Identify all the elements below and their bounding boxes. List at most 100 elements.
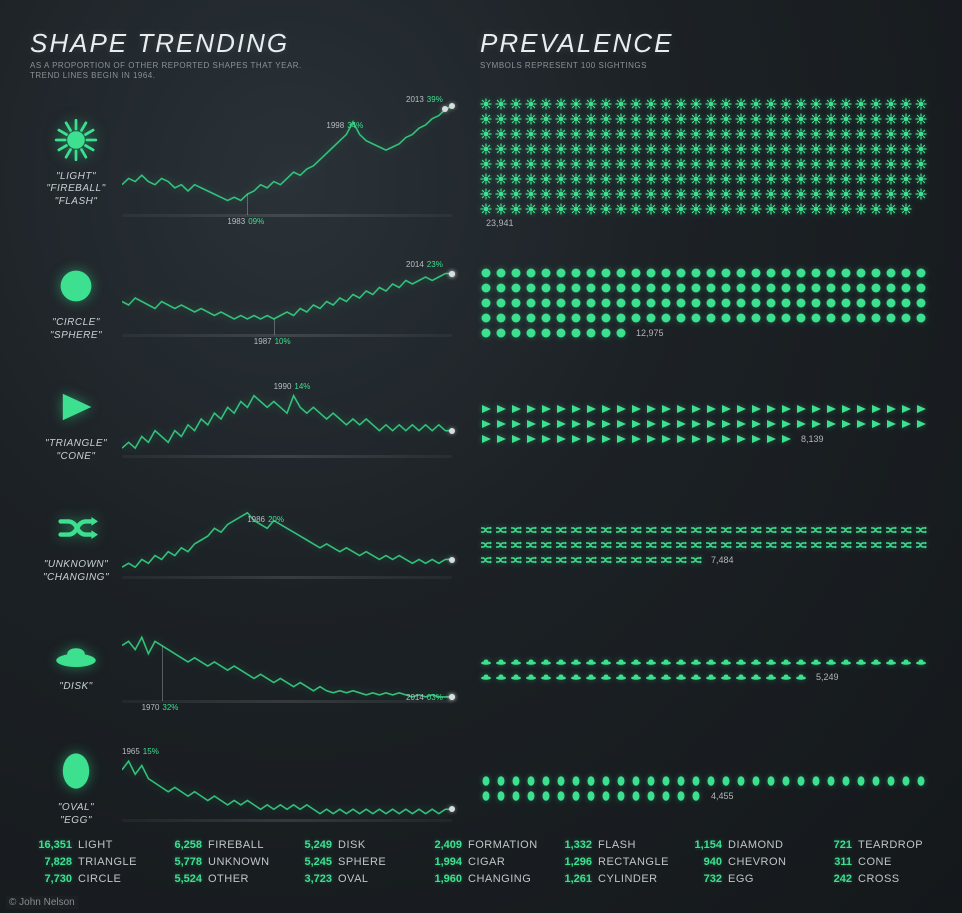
prevalence-grid: 23,941: [480, 98, 930, 228]
burst-symbol: [735, 203, 747, 215]
triangle-symbol: [750, 433, 762, 445]
triangle-symbol: [615, 403, 627, 415]
saucer-symbol: [540, 671, 552, 683]
saucer-icon: [54, 645, 98, 676]
circle-symbol: [540, 282, 552, 294]
shuffle-symbol: [840, 539, 852, 551]
burst-symbol: [600, 113, 612, 125]
burst-symbol: [810, 173, 822, 185]
circle-symbol: [735, 267, 747, 279]
oval-symbol: [675, 790, 687, 802]
triangle-symbol: [780, 433, 792, 445]
circle-symbol: [525, 327, 537, 339]
circle-symbol: [765, 312, 777, 324]
burst-symbol: [660, 113, 672, 125]
infographic-root: SHAPE TRENDING AS A PROPORTION OF OTHER …: [0, 0, 962, 858]
burst-symbol: [840, 128, 852, 140]
triangle-symbol: [525, 433, 537, 445]
burst-symbol: [780, 158, 792, 170]
shuffle-symbol: [600, 554, 612, 566]
triangle-symbol: [690, 403, 702, 415]
burst-symbol: [600, 188, 612, 200]
triangle-symbol: [600, 433, 612, 445]
burst-symbol: [750, 203, 762, 215]
saucer-symbol: [705, 656, 717, 668]
burst-symbol: [885, 173, 897, 185]
burst-symbol: [675, 98, 687, 110]
oval-symbol: [600, 790, 612, 802]
burst-symbol: [480, 143, 492, 155]
burst-symbol: [525, 188, 537, 200]
burst-symbol: [675, 143, 687, 155]
saucer-symbol: [885, 656, 897, 668]
burst-symbol: [675, 188, 687, 200]
stat-formation: 2,409FORMATION: [420, 839, 542, 851]
burst-symbol: [495, 158, 507, 170]
oval-symbol: [690, 790, 702, 802]
triangle-symbol: [645, 403, 657, 415]
saucer-symbol: [645, 656, 657, 668]
trend-endpoint-dot: [449, 428, 455, 434]
shuffle-symbol: [495, 524, 507, 536]
shuffle-symbol: [735, 524, 747, 536]
oval-symbol: [780, 775, 792, 787]
oval-symbol: [750, 775, 762, 787]
triangle-symbol: [540, 403, 552, 415]
burst-symbol: [720, 158, 732, 170]
shuffle-symbol: [720, 524, 732, 536]
stat-label: FORMATION: [468, 839, 538, 851]
unknown-trend-chart: 198620%: [122, 495, 452, 595]
shuffle-symbol: [645, 539, 657, 551]
shape-label: "SPHERE": [50, 330, 102, 343]
triangle-symbol: [570, 418, 582, 430]
annotation-year: 2014: [406, 260, 424, 269]
circle-symbol: [735, 312, 747, 324]
trend-endpoint-dot: [449, 694, 455, 700]
annotation-pct: 32%: [162, 703, 178, 712]
circle-symbol: [630, 267, 642, 279]
shuffle-symbol: [660, 554, 672, 566]
saucer-symbol: [765, 671, 777, 683]
saucer-symbol: [660, 671, 672, 683]
circle-symbol: [645, 282, 657, 294]
burst-symbol: [705, 113, 717, 125]
footer-stats: 16,351LIGHT7,828TRIANGLE7,730CIRCLE6,258…: [30, 839, 932, 885]
circle-symbol: [525, 297, 537, 309]
circle-symbol: [675, 312, 687, 324]
burst-symbol: [645, 143, 657, 155]
shape-label: "FLASH": [46, 196, 105, 209]
oval-symbol: [660, 775, 672, 787]
circle-symbol: [765, 297, 777, 309]
shuffle-symbol: [765, 524, 777, 536]
stat-fireball: 6,258FIREBALL: [160, 839, 282, 851]
prevalence-grid: 4,455: [480, 775, 930, 802]
chart-annotation: 201403%: [406, 693, 443, 702]
triangle-symbol: [585, 418, 597, 430]
triangle-symbol: [555, 403, 567, 415]
circle-symbol: [885, 282, 897, 294]
triangle-symbol: [795, 418, 807, 430]
burst-symbol: [690, 128, 702, 140]
circle-symbol: [495, 282, 507, 294]
shuffle-symbol: [525, 554, 537, 566]
saucer-symbol: [840, 656, 852, 668]
burst-symbol: [495, 98, 507, 110]
trend-endpoint-dot: [449, 806, 455, 812]
circle-symbol: [600, 297, 612, 309]
shuffle-symbol: [795, 539, 807, 551]
chart-baseline: [122, 819, 452, 822]
circle-symbol: [540, 267, 552, 279]
credit: © John Nelson: [6, 896, 78, 909]
saucer-symbol: [585, 671, 597, 683]
burst-symbol: [825, 203, 837, 215]
burst-symbol: [555, 113, 567, 125]
burst-symbol: [780, 143, 792, 155]
oval-symbol: [645, 790, 657, 802]
stat-number: 7,730: [30, 873, 72, 885]
oval-symbol: [675, 775, 687, 787]
triangle-symbol: [600, 418, 612, 430]
oval-prevalence: 4,455: [452, 775, 932, 802]
burst-symbol: [705, 203, 717, 215]
triangle-prevalence: 8,139: [452, 403, 932, 445]
burst-symbol: [900, 113, 912, 125]
